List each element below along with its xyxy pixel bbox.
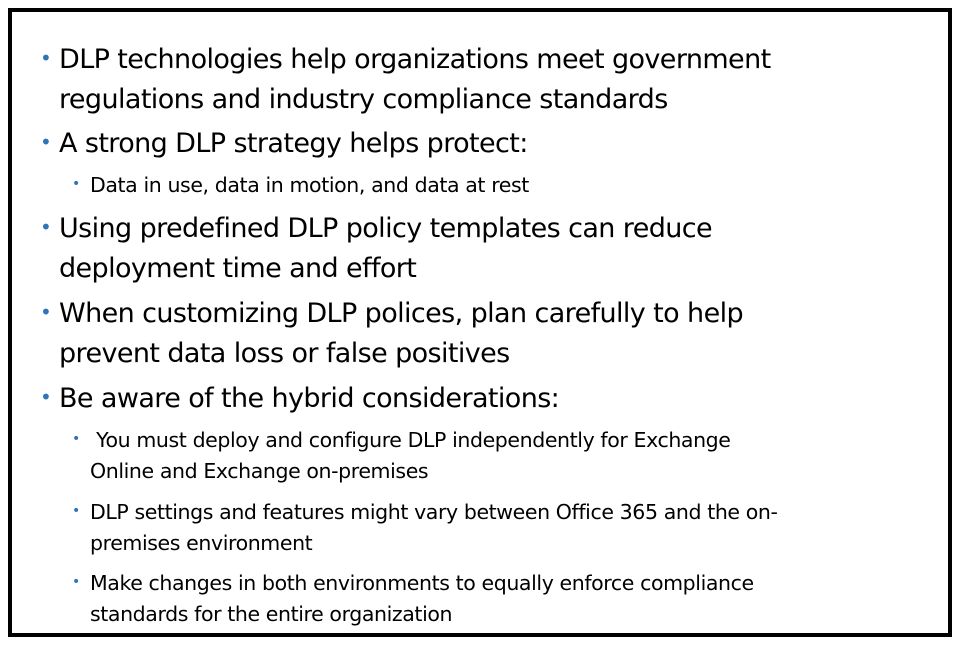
- bullet-item-hybrid-considerations: • Be aware of the hybrid considerations:: [40, 379, 560, 419]
- bullet-dot-icon: •: [40, 130, 52, 154]
- bullet-dot-icon: •: [72, 574, 80, 590]
- bullet-line: standards for the entire organization: [90, 602, 453, 626]
- bullet-dot-icon: •: [40, 46, 52, 70]
- bullet-line: A strong DLP strategy helps protect:: [59, 128, 528, 159]
- sub-bullet-item-make-changes: • Make changes in both environments to e…: [72, 568, 754, 630]
- bullet-line: DLP technologies help organizations meet…: [59, 44, 771, 75]
- sub-bullet-item-settings-vary: • DLP settings and features might vary b…: [72, 497, 778, 559]
- bullet-line: When customizing DLP polices, plan caref…: [59, 298, 744, 329]
- slide-frame: • DLP technologies help organizations me…: [8, 8, 952, 637]
- bullet-line: Data in use, data in motion, and data at…: [90, 173, 529, 197]
- bullet-dot-icon: •: [40, 215, 52, 239]
- bullet-line: Make changes in both environments to equ…: [90, 571, 754, 595]
- bullet-line: regulations and industry compliance stan…: [59, 84, 668, 115]
- bullet-line: Online and Exchange on-premises: [90, 459, 429, 483]
- bullet-dot-icon: •: [72, 503, 80, 519]
- bullet-dot-icon: •: [40, 300, 52, 324]
- bullet-item-dlp-technologies: • DLP technologies help organizations me…: [40, 40, 771, 120]
- bullet-item-policy-templates: • Using predefined DLP policy templates …: [40, 209, 713, 289]
- bullet-dot-icon: •: [40, 385, 52, 409]
- bullet-item-customizing-policies: • When customizing DLP polices, plan car…: [40, 294, 744, 374]
- bullet-dot-icon: •: [72, 176, 80, 192]
- bullet-line: You must deploy and configure DLP indepe…: [90, 428, 731, 452]
- bullet-item-dlp-strategy: • A strong DLP strategy helps protect:: [40, 124, 528, 164]
- bullet-line: Using predefined DLP policy templates ca…: [59, 213, 713, 244]
- bullet-line: prevent data loss or false positives: [59, 338, 510, 369]
- bullet-line: deployment time and effort: [59, 253, 417, 284]
- sub-bullet-item-data-states: • Data in use, data in motion, and data …: [72, 170, 529, 201]
- bullet-line: DLP settings and features might vary bet…: [90, 500, 778, 524]
- sub-bullet-item-deploy-independently: • You must deploy and configure DLP inde…: [72, 425, 731, 487]
- bullet-line: Be aware of the hybrid considerations:: [59, 383, 560, 414]
- bullet-line: premises environment: [90, 531, 313, 555]
- bullet-dot-icon: •: [72, 431, 80, 447]
